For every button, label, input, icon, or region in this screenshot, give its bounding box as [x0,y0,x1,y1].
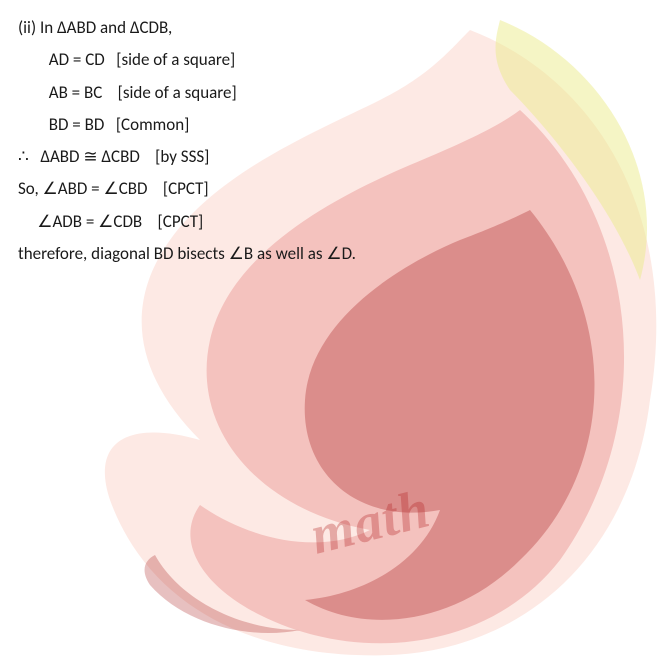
proof-line: ∴ ΔABD ≅ ΔCBD [by SSS] [18,141,639,173]
proof-line: So, ∠ABD = ∠CBD [CPCT] [18,173,639,205]
proof-line: AB = BC [side of a square] [18,77,639,109]
math-watermark-text: math [304,476,436,566]
proof-text-block: (ii) In ΔABD and ΔCDB, AD = CD [side of … [0,0,657,282]
proof-line: BD = BD [Common] [18,109,639,141]
proof-line: ∠ADB = ∠CDB [CPCT] [18,206,639,238]
proof-line: (ii) In ΔABD and ΔCDB, [18,12,639,44]
proof-line: AD = CD [side of a square] [18,44,639,76]
proof-line: therefore, diagonal BD bisects ∠B as wel… [18,238,639,270]
